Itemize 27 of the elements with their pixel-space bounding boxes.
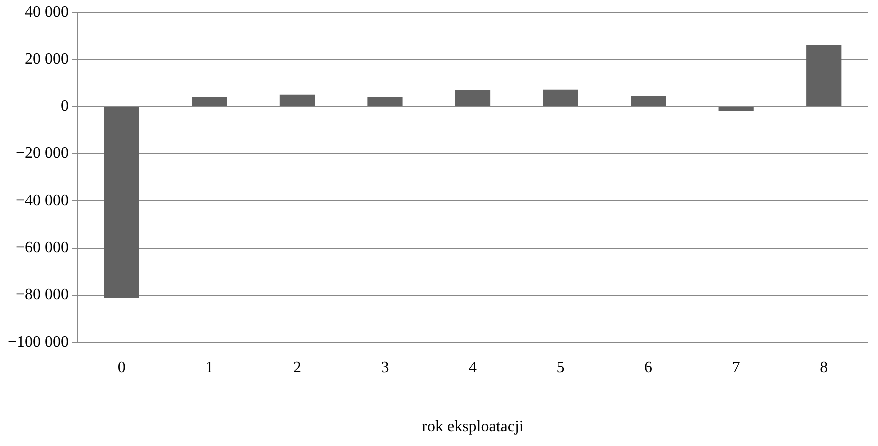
y-tick-label: −100 000 — [8, 334, 70, 351]
y-tick-label: −20 000 — [16, 145, 70, 162]
y-tick-label: 0 — [61, 98, 70, 116]
bar — [631, 96, 666, 106]
x-tick-label: 5 — [556, 359, 565, 376]
bar — [280, 94, 316, 106]
x-tick-label: 2 — [293, 359, 302, 376]
x-tick-label: 0 — [118, 359, 126, 376]
y-tick-label: −60 000 — [16, 240, 70, 257]
x-tick-label: 4 — [469, 359, 478, 376]
bar — [192, 97, 228, 106]
bar — [806, 45, 842, 106]
x-tick-label: 8 — [820, 359, 828, 376]
bar — [718, 107, 754, 112]
x-tick-label: 7 — [732, 359, 740, 376]
x-tick-label: 1 — [206, 359, 214, 376]
y-tick-label: −80 000 — [16, 286, 70, 304]
bar — [104, 107, 140, 299]
y-tick-label: 20 000 — [25, 50, 70, 68]
x-tick-label: 3 — [381, 359, 390, 376]
x-axis-title: rok eksploatacji — [422, 418, 524, 436]
bar — [368, 97, 403, 106]
bar — [455, 90, 491, 106]
y-tick-label: −40 000 — [16, 192, 70, 210]
x-tick-label: 6 — [644, 359, 653, 376]
y-tick-label: 40 000 — [25, 4, 70, 21]
bar — [543, 90, 578, 106]
